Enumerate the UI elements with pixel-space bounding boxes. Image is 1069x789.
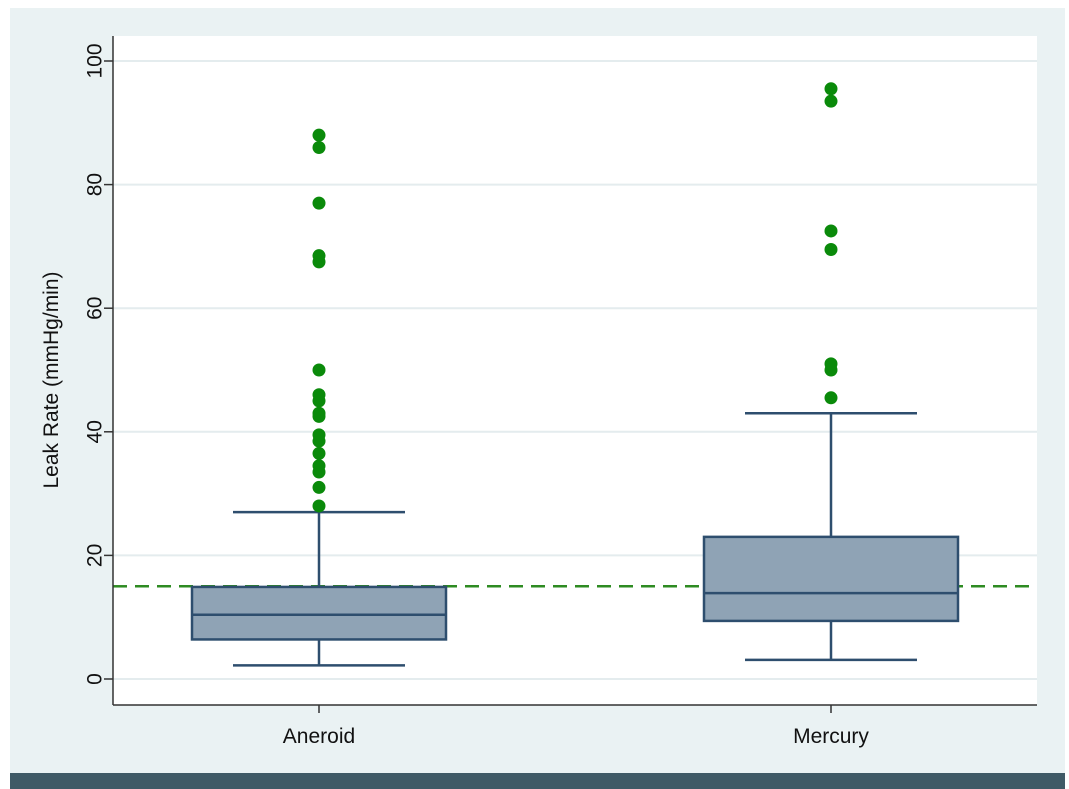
aneroid-outlier-point <box>312 428 326 442</box>
mercury-outlier-point <box>824 242 838 256</box>
y-tick-label: 20 <box>84 544 107 567</box>
bottom-frame-bar <box>10 773 1065 789</box>
y-tick-labels: 0 20 40 60 80 100 <box>84 43 107 684</box>
aneroid-outlier-point <box>312 499 326 513</box>
y-tick-label: 40 <box>84 420 107 443</box>
grid-lines <box>113 60 1037 680</box>
aneroid-outlier-point <box>312 406 326 420</box>
aneroid-outlier-point <box>312 141 326 155</box>
aneroid-box <box>190 585 448 641</box>
aneroid-outlier-point <box>312 459 326 473</box>
y-tick-label: 0 <box>84 673 107 685</box>
x-tick-label-aneroid: Aneroid <box>283 725 355 748</box>
aneroid-outlier-point <box>312 128 326 142</box>
y-axis-title: Leak Rate (mmHg/min) <box>40 271 63 488</box>
y-tick-label: 80 <box>84 173 107 196</box>
mercury-outlier-point <box>824 224 838 238</box>
y-tick-label: 100 <box>84 43 107 78</box>
aneroid-outlier-point <box>312 446 326 460</box>
x-tick-label-mercury: Mercury <box>793 725 869 748</box>
y-tick-label: 60 <box>84 297 107 320</box>
aneroid-outlier-point <box>312 480 326 494</box>
aneroid-outlier-point <box>312 388 326 402</box>
aneroid-outlier-point <box>312 249 326 263</box>
mercury-outlier-point <box>824 82 838 96</box>
box-plot-chart: 0 20 40 60 80 100 Aneroid Mercury Leak Rate (m… <box>40 36 1037 748</box>
aneroid-outlier-point <box>312 196 326 210</box>
mercury-outlier-point <box>824 391 838 405</box>
mercury-box <box>702 535 960 623</box>
aneroid-outlier-point <box>312 363 326 377</box>
mercury-outlier-point <box>824 94 838 108</box>
axes-group <box>104 36 1037 713</box>
x-tick-labels: Aneroid Mercury <box>283 725 870 748</box>
figure-background: 0 20 40 60 80 100 Aneroid Mercury Leak Rate (m… <box>10 8 1065 773</box>
outliers-group <box>312 82 838 513</box>
mercury-outlier-point <box>824 357 838 371</box>
